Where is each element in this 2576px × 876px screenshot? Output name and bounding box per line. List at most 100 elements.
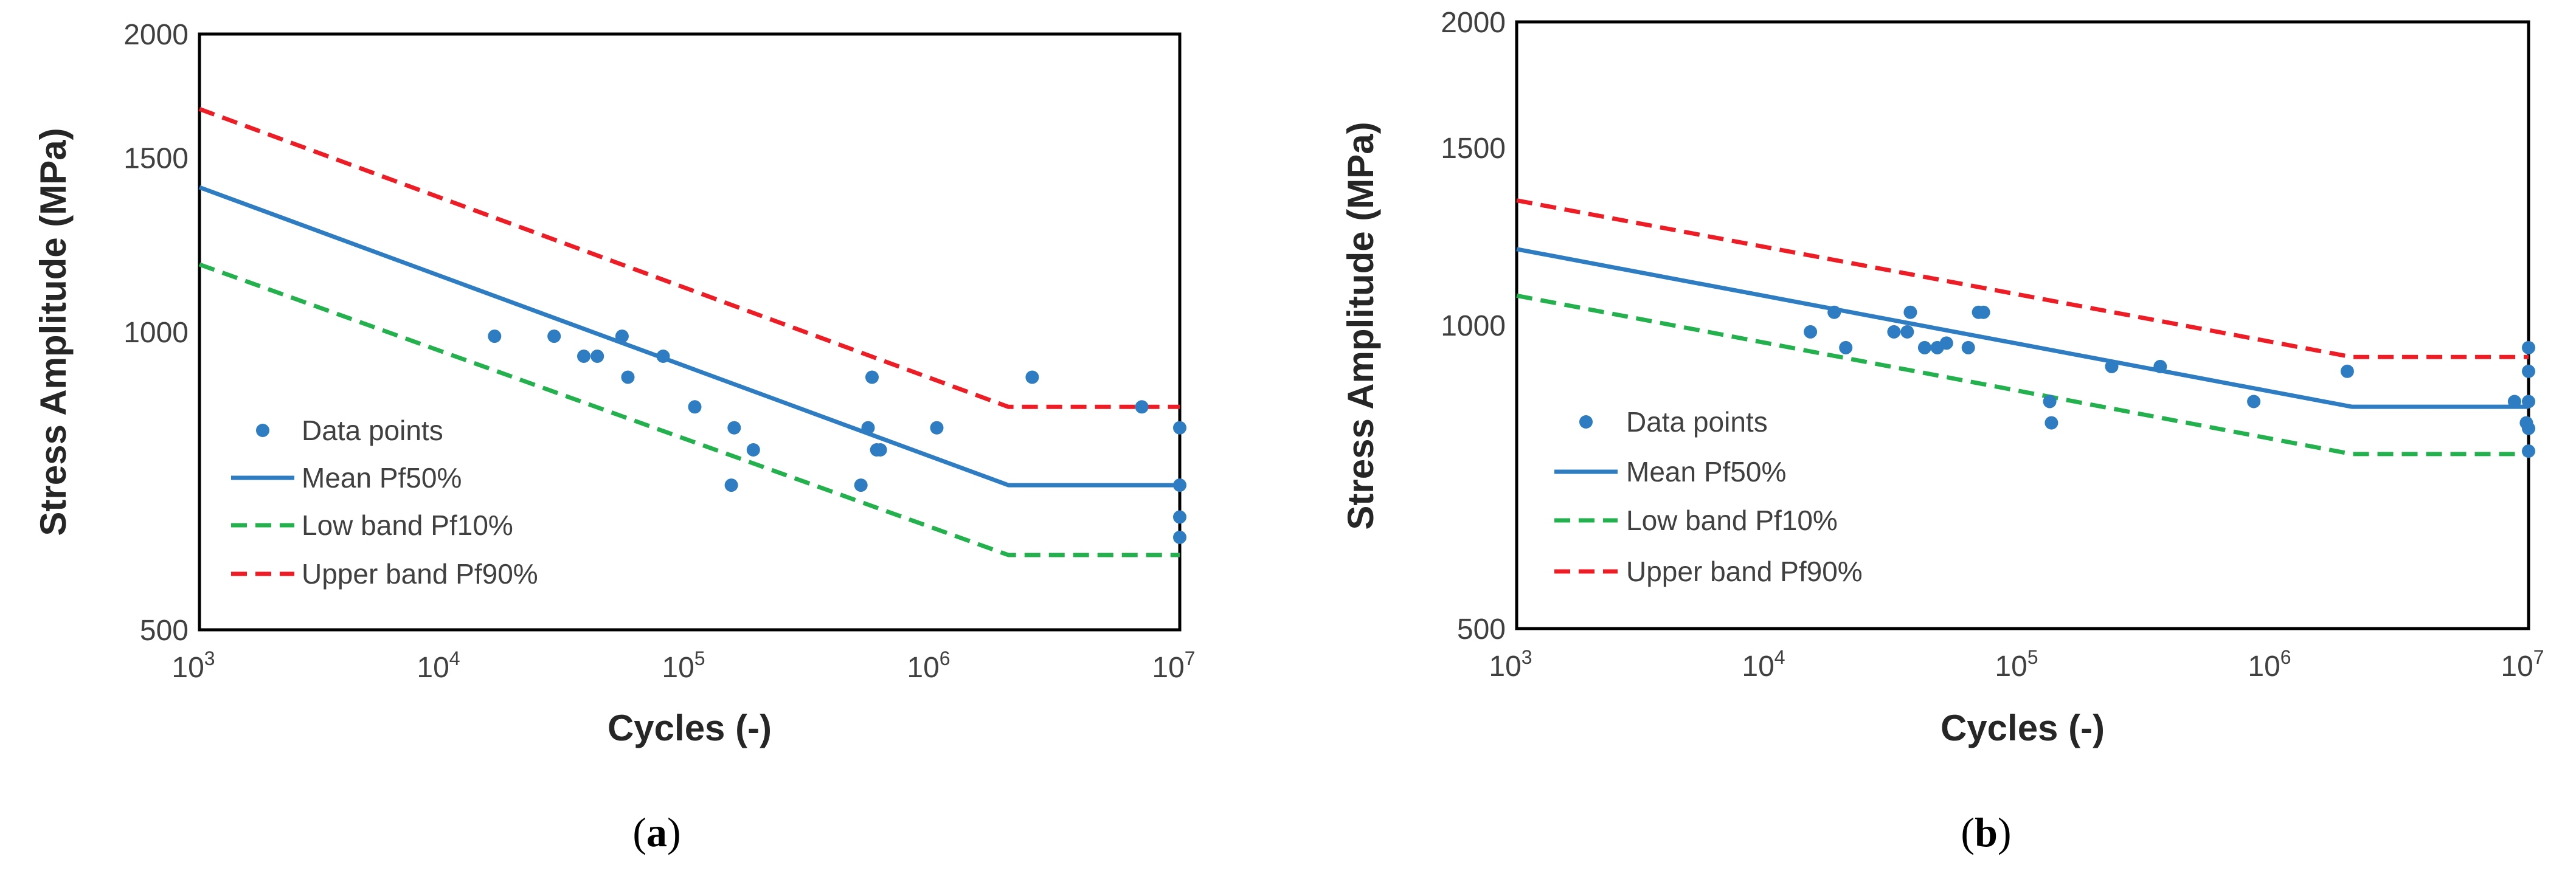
caption-a-open: ( [632,809,646,855]
data-point [1173,421,1186,435]
data-point [1173,510,1186,524]
x-tick-exponent: 7 [1185,647,1196,669]
y-tick-label-1500: 1500 [123,142,189,174]
data-point [727,421,741,435]
data-point [2043,395,2057,409]
y-tick-label-2000: 2000 [123,19,189,51]
x-tick-base: 10 [1152,652,1184,684]
data-point [930,421,944,435]
x-tick-label-10-7: 107 [1152,647,1195,684]
data-point [577,350,590,363]
x-tick-label-10-6: 106 [2248,646,2291,683]
data-point [724,478,738,492]
data-point [1903,305,1917,319]
x-tick-label-10-3: 103 [171,647,215,684]
data-point [2522,340,2535,354]
x-axis-label: Cycles (-) [608,708,772,748]
x-tick-label-10-7: 107 [2501,646,2544,683]
data-point [2522,395,2535,409]
legend: Data points Mean Pf50% Low band Pf10% Up… [231,415,538,590]
data-point [590,350,604,363]
x-tick-base: 10 [1995,650,2027,683]
y-tick-label-1500: 1500 [1441,133,1506,165]
x-tick-exponent: 5 [694,647,705,669]
x-tick-exponent: 3 [204,647,215,669]
plot-area [198,32,1182,632]
y-tick-label-1000: 1000 [1441,310,1506,342]
series-line-upper-band-pf90 [1516,198,2529,359]
series-line-upper-band-pf90 [198,107,1180,409]
legend: Data points Mean Pf50% Low band Pf10% Up… [1554,406,1863,587]
x-tick-exponent: 4 [1774,646,1785,668]
data-point [1939,336,1953,350]
x-tick-label-10-3: 103 [1489,646,1532,683]
data-point [1961,340,1975,354]
data-point [2522,421,2535,435]
caption-b-open: ( [1961,809,1975,855]
data-point [854,478,868,492]
series-line-mean-pf50 [198,185,1180,488]
caption-b-letter: b [1975,809,1998,855]
x-tick-exponent: 5 [2027,646,2038,668]
x-tick-label-10-4: 104 [1742,646,1785,683]
plot-area [1515,20,2530,630]
data-point [1025,370,1039,384]
y-tick-labels: 500 1000 1500 2000 [123,19,189,647]
legend-label-upper: Upper band Pf90% [1626,556,1863,587]
y-tick-label-1000: 1000 [123,317,189,349]
data-point [1917,340,1931,354]
data-point [1839,340,1853,354]
x-tick-label-10-5: 105 [1995,646,2038,683]
data-point [688,400,702,414]
data-point [861,421,875,435]
caption-a-letter: a [646,809,667,855]
caption-a: (a) [632,809,680,855]
data-point [2522,444,2535,458]
data-point [2153,359,2167,373]
data-point [1804,325,1818,339]
y-tick-labels: 500 1000 1500 2000 [1441,7,1506,646]
data-point [865,370,879,384]
x-tick-labels: 103 104 105 106 107 [171,647,1195,684]
caption-b-close: ) [1998,809,2012,855]
x-tick-base: 10 [662,652,694,684]
x-tick-base: 10 [907,652,939,684]
x-tick-exponent: 6 [2280,646,2291,668]
data-point [1135,400,1149,414]
y-axis-label: Stress Amplitude (MPa) [1340,122,1381,529]
legend-label-mean: Mean Pf50% [302,462,462,494]
data-point [615,329,629,343]
legend-label-low: Low band Pf10% [1626,505,1838,536]
data-point [1976,305,1990,319]
x-tick-label-10-5: 105 [662,647,705,684]
data-point [2045,416,2058,430]
data-point [488,329,502,343]
data-point [873,443,887,457]
series-layer [1516,198,2535,458]
legend-marker-data-points [256,424,269,437]
x-tick-base: 10 [2501,650,2533,683]
x-tick-exponent: 7 [2533,646,2544,668]
data-point [2247,395,2261,409]
series-layer [198,107,1186,557]
x-tick-exponent: 3 [1522,646,1532,668]
x-tick-base: 10 [2248,650,2280,683]
data-point [547,329,561,343]
x-tick-base: 10 [1742,650,1774,683]
caption-b: (b) [1961,809,2011,855]
caption-a-close: ) [667,809,681,855]
series-line-low-band-pf10 [198,262,1180,557]
data-point [1900,325,1914,339]
series-line-mean-pf50 [1516,247,2529,409]
data-point [2522,364,2535,378]
x-tick-exponent: 4 [449,647,460,669]
x-tick-labels: 103 104 105 106 107 [1489,646,2544,683]
data-point [621,370,635,384]
x-tick-label-10-6: 106 [907,647,950,684]
legend-label-low: Low band Pf10% [302,509,513,541]
x-tick-base: 10 [171,652,204,684]
legend-marker-data-points [1579,415,1593,429]
